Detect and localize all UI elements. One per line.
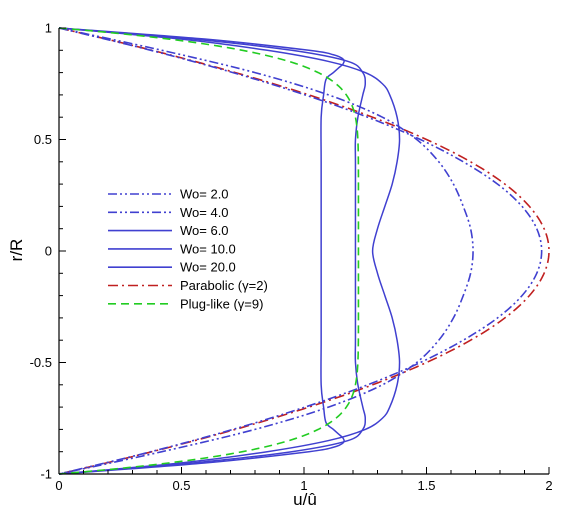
legend-label-5: Parabolic (γ=2) [180, 278, 268, 293]
x-tick-label: 1.5 [417, 478, 435, 493]
y-tick-label: 0.5 [34, 132, 52, 147]
series-line-4 [58, 27, 345, 475]
y-tick-label: -1 [40, 467, 52, 482]
series-line-2 [58, 27, 401, 475]
legend-label-0: Wo= 2.0 [180, 187, 229, 202]
series-line-1 [58, 27, 474, 475]
legend-label-2: Wo= 6.0 [180, 223, 229, 238]
x-axis-title: u/û [293, 490, 317, 509]
y-axis-title: r/R [7, 239, 26, 262]
y-tick-label: 0 [45, 244, 52, 259]
y-tick-label: 1 [45, 21, 52, 36]
series-line-6 [58, 27, 360, 475]
legend: Wo= 2.0 Wo= 4.0 Wo= 6.0 Wo= 10.0 Wo= 20.0 Par… [108, 187, 268, 311]
series-line-5 [58, 27, 550, 475]
x-tick-label: 0 [55, 478, 62, 493]
series-line-0 [58, 27, 543, 475]
series-layer [58, 27, 550, 475]
y-tick-label: -0.5 [30, 355, 52, 370]
axes-layer: 0 0.5 1 1.5 2 -1 -0.5 0 0.5 1 [30, 21, 553, 494]
legend-label-6: Plug-like (γ=9) [180, 296, 263, 311]
x-tick-label: 2 [545, 478, 552, 493]
x-tick-label: 0.5 [172, 478, 190, 493]
series-line-3 [58, 27, 367, 475]
legend-label-1: Wo= 4.0 [180, 205, 229, 220]
legend-label-3: Wo= 10.0 [180, 241, 236, 256]
legend-label-4: Wo= 20.0 [180, 260, 236, 275]
x-tick-label: 1 [300, 478, 307, 493]
